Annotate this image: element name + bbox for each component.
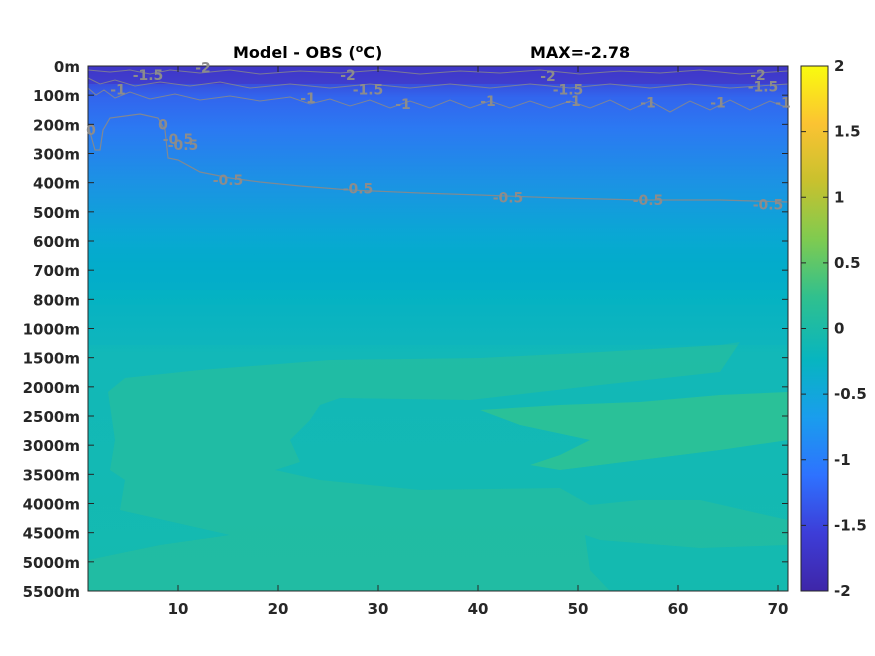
y-tick-label: 3000m (23, 437, 80, 455)
y-tick-label: 800m (33, 291, 80, 309)
contour-label: -1 (300, 91, 316, 107)
x-tick-label: 20 (268, 600, 289, 618)
contour-label: -2 (750, 68, 766, 84)
y-tick-label: 600m (33, 233, 80, 251)
contour-label: -0.5 (213, 173, 244, 189)
y-tick-label: 2500m (23, 408, 80, 426)
x-tick-label: 70 (768, 600, 789, 618)
contour-label: -1 (640, 95, 656, 111)
colorbar: 2 1.5 1 0.5 0 -0.5 -1 -1.5 -2 (800, 57, 867, 600)
colorbar-tick-label: 0.5 (834, 254, 861, 272)
y-tick-label: 700m (33, 262, 80, 280)
contour-label: 0 (86, 123, 96, 139)
contour-label: -1 (710, 95, 726, 111)
y-tick-label: 2000m (23, 379, 80, 397)
colorbar-tick-label: -1 (834, 451, 851, 469)
contour-label: -2 (195, 60, 211, 76)
x-tick-label: 50 (568, 600, 589, 618)
contour-label: -0.5 (633, 193, 664, 209)
midwater-band (88, 250, 788, 290)
chart-title: Model - OBS (oC) (233, 42, 382, 62)
contour-labels: -1.5 -2-1-2-1.5-1 -1 -1-2-1.5-1 -1 -1-2-1.5-1… (86, 60, 791, 213)
x-axis: 10 20 30 40 50 60 70 (168, 66, 789, 618)
y-tick-label: 4000m (23, 496, 80, 514)
y-tick-label: 500m (33, 204, 80, 222)
y-tick-label: 5500m (23, 583, 80, 601)
midwater-band-2 (88, 305, 788, 345)
contour-label: -1 (565, 94, 581, 110)
y-tick-label: 4500m (23, 525, 80, 543)
y-tick-label: 200m (33, 116, 80, 134)
contour-label: 0 (158, 117, 168, 133)
x-tick-label: 40 (468, 600, 489, 618)
x-tick-label: 30 (368, 600, 389, 618)
contour-line-minus2 (87, 69, 789, 75)
contour-label: -1 (395, 97, 411, 113)
deep-anomaly-lobe-right (480, 392, 788, 470)
colorbar-tick-label: -2 (834, 582, 851, 600)
y-tick-label: 3500m (23, 466, 80, 484)
y-tick-label: 400m (33, 175, 80, 193)
contour-label: -1 (480, 94, 496, 110)
contour-line-zero (87, 113, 789, 203)
contour-label: -1 (110, 82, 126, 98)
contour-label: -0.5 (163, 132, 194, 148)
contour-label: -0.5 (343, 182, 374, 198)
contour-label: -2 (540, 69, 556, 85)
contour-line-minus1 (87, 87, 789, 113)
contour-label: -0.5 (168, 138, 199, 154)
title-unit: C) (363, 43, 382, 62)
colorbar-tick-label: -0.5 (834, 385, 867, 403)
y-tick-label: 1500m (23, 350, 80, 368)
colorbar-tick-label: -1.5 (834, 516, 867, 534)
contour-label: -1 (775, 95, 791, 111)
contour-label: -0.5 (493, 190, 524, 206)
contour-label: -2 (340, 68, 356, 84)
surface-cold-band (88, 66, 788, 84)
y-tick-label: 5000m (23, 554, 80, 572)
y-tick-label: 100m (33, 87, 80, 105)
colorbar-ticks: 2 1.5 1 0.5 0 -0.5 -1 -1.5 -2 (801, 57, 867, 600)
max-value-label: MAX=-2.78 (530, 43, 630, 62)
y-tick-label: 300m (33, 146, 80, 164)
contour-label: -1.5 (353, 82, 384, 98)
y-tick-label: 1000m (23, 321, 80, 339)
contour-label: -1.5 (553, 82, 584, 98)
x-tick-label: 10 (168, 600, 189, 618)
colorbar-tick-label: 0 (834, 320, 844, 338)
contour-label: -1.5 (748, 79, 779, 95)
x-tick-label: 60 (668, 600, 689, 618)
contour-line-minus1.5 (87, 77, 789, 89)
deep-anomaly-lobe-left (88, 342, 788, 591)
plot-area (87, 66, 789, 591)
contour-label: -0.5 (753, 198, 784, 214)
y-tick-label: 0m (54, 58, 80, 76)
colorbar-tick-label: 1 (834, 188, 844, 206)
colorbar-tick-label: 2 (834, 57, 844, 75)
contour-label: -1.5 (133, 68, 164, 84)
title-degree-sup: o (356, 42, 364, 55)
y-axis: 0m 100m 200m 300m 400m 500m 600m 700m 800m 1000m 1… (23, 58, 788, 601)
colorbar-tick-label: 1.5 (834, 123, 861, 141)
